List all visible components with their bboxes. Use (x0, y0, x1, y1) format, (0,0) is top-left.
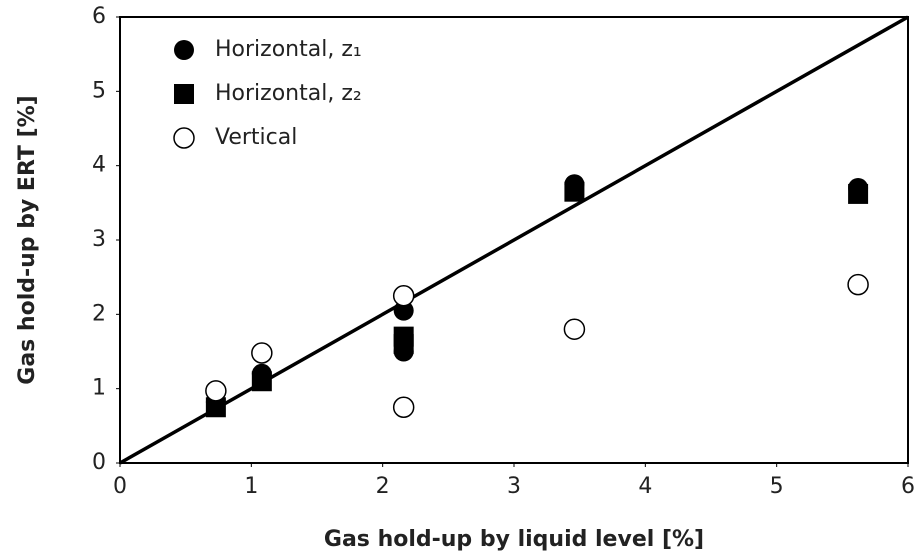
data-point (392, 285, 415, 307)
y-tick-label: 5 (92, 78, 106, 103)
x-tick-label: 3 (507, 474, 521, 499)
x-tick-label: 5 (770, 474, 784, 499)
legend-label: Horizontal, z₁ (215, 37, 362, 62)
data-point (392, 396, 415, 418)
x-tick-label: 0 (113, 474, 127, 499)
legend-marker (174, 40, 194, 60)
data-point (563, 318, 586, 340)
x-axis-title: Gas hold-up by liquid level [%] (324, 527, 704, 552)
y-tick-label: 4 (92, 153, 106, 178)
y-tick-label: 6 (92, 4, 106, 29)
legend-marker (173, 127, 195, 149)
data-point (205, 397, 226, 418)
y-tick-label: 1 (92, 376, 106, 401)
data-point (393, 326, 414, 347)
y-axis-title: Gas hold-up by ERT [%] (15, 95, 40, 384)
legend-marker (174, 84, 194, 104)
x-tick-label: 2 (376, 474, 390, 499)
legend-label: Horizontal, z₂ (215, 81, 362, 106)
data-point (848, 183, 869, 204)
x-tick-label: 4 (638, 474, 652, 499)
data-point (251, 342, 273, 364)
y-tick-label: 2 (92, 301, 106, 326)
data-point (393, 300, 414, 321)
data-point (847, 273, 869, 296)
data-point (564, 181, 585, 202)
data-point (251, 371, 272, 392)
x-tick-label: 1 (244, 474, 258, 499)
parity-line (119, 15, 909, 465)
x-tick-label: 6 (901, 474, 915, 499)
data-point (205, 380, 227, 402)
y-tick-label: 0 (92, 450, 106, 475)
y-tick-label: 3 (92, 227, 106, 252)
legend-label: Vertical (215, 125, 297, 150)
